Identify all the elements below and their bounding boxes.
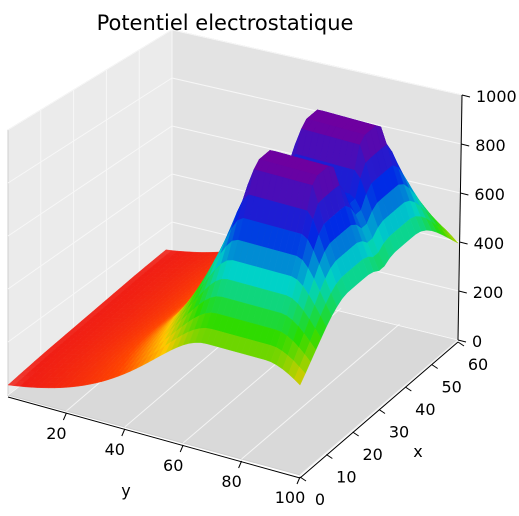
grid-lines (7, 29, 463, 476)
y-tick-label: 100 (275, 488, 306, 507)
z-tick-label: 200 (473, 283, 504, 302)
chart-title: Potentiel electrostatique (97, 11, 354, 35)
z-tick-label: 400 (474, 234, 505, 253)
z-tick-mark (461, 143, 470, 147)
x-tick-label: 60 (468, 355, 488, 374)
x-axis-label: x (413, 442, 422, 461)
z-tick-mark (459, 241, 468, 245)
z-tick-mark (457, 339, 467, 343)
surface-mesh (7, 109, 459, 389)
grid-line (7, 29, 173, 131)
y-tick-label: 80 (221, 472, 241, 491)
z-tick-label: 800 (475, 136, 506, 155)
z-tick-mark (458, 290, 467, 294)
y-tick-mark (296, 476, 301, 485)
x-tick-label: 0 (315, 490, 325, 509)
grid-line (7, 173, 173, 290)
z-tick-mark (461, 94, 471, 98)
grid-line (7, 221, 173, 343)
x-tick-mark (457, 341, 465, 347)
z-axis-ticks: 0 200 400 600 800 1000 (457, 87, 517, 351)
x-tick-label: 10 (336, 468, 356, 487)
x-tick-mark (431, 364, 438, 369)
grid-line (241, 323, 400, 460)
x-tick-mark (378, 409, 386, 414)
grid-line (299, 339, 459, 476)
x-axis-ticks: 0 10 20 30 40 50 60 (299, 341, 488, 509)
z-tick-label: 1000 (476, 87, 517, 106)
x-tick-mark (405, 386, 412, 392)
y-tick-label: 40 (105, 440, 125, 459)
z-tick-label: 0 (472, 332, 482, 351)
x-tick-label: 20 (362, 445, 382, 464)
y-tick-mark (238, 460, 243, 469)
x-tick-label: 40 (415, 400, 435, 419)
x-tick-mark (326, 454, 333, 459)
z-axis-line (457, 94, 463, 341)
y-tick-label: 20 (46, 424, 66, 443)
y-tick-mark (179, 444, 184, 453)
x-tick-label: 50 (441, 378, 461, 397)
grid-line (7, 77, 173, 184)
y-tick-label: 60 (163, 456, 183, 475)
y-axis-label: y (121, 481, 130, 500)
z-tick-label: 600 (474, 185, 505, 204)
x-tick-mark (299, 476, 307, 482)
z-tick-mark (460, 192, 469, 196)
y-tick-mark (121, 428, 126, 437)
grid-line (7, 125, 173, 237)
surface-cell (293, 366, 306, 386)
y-tick-mark (62, 412, 67, 421)
y-axis-line (7, 396, 301, 479)
grid-line (171, 29, 463, 96)
x-tick-mark (352, 431, 359, 437)
x-tick-label: 30 (389, 423, 409, 442)
y-axis-ticks: 20 40 60 80 100 (46, 412, 306, 507)
